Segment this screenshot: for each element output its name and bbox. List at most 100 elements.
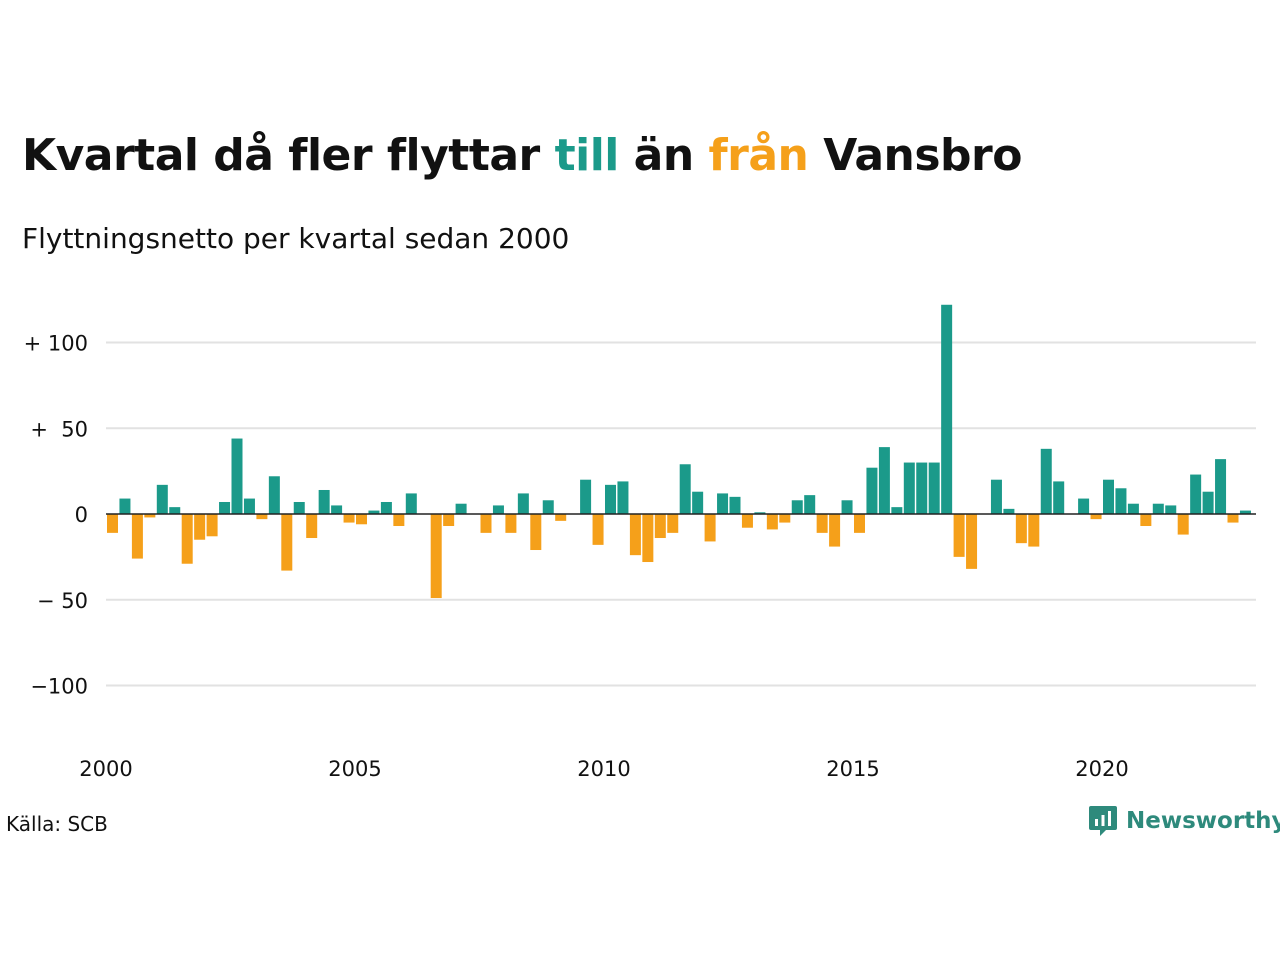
- bar: [829, 514, 841, 547]
- bar: [492, 505, 504, 514]
- bar: [804, 495, 816, 514]
- bar: [841, 500, 853, 514]
- bar: [268, 476, 280, 514]
- source-note: Källa: SCB: [6, 812, 108, 836]
- bar: [119, 498, 131, 514]
- bar: [1202, 491, 1214, 514]
- bar: [878, 447, 890, 514]
- bar: [903, 462, 915, 514]
- brand-name: Newsworthy: [1126, 808, 1280, 834]
- bar: [505, 514, 517, 533]
- bar: [306, 514, 318, 539]
- bar: [667, 514, 679, 533]
- bar: [1127, 503, 1139, 514]
- bar: [1227, 514, 1239, 523]
- bar: [1215, 459, 1227, 514]
- bar: [916, 462, 928, 514]
- bar: [990, 479, 1002, 514]
- bar: [1028, 514, 1040, 547]
- bar: [928, 462, 940, 514]
- bar: [891, 507, 903, 514]
- brand-logo: Newsworthy: [1088, 804, 1280, 838]
- bar: [866, 467, 878, 514]
- x-tick-label: 2010: [577, 757, 630, 781]
- bar: [281, 514, 293, 571]
- bar: [941, 304, 953, 514]
- x-tick-label: 2005: [328, 757, 381, 781]
- bar: [293, 501, 305, 514]
- bar: [443, 514, 455, 527]
- bar: [953, 514, 965, 557]
- x-tick-label: 2000: [79, 757, 132, 781]
- bar: [368, 510, 380, 514]
- bar: [231, 438, 243, 514]
- chart-title: Kvartal då fler flyttar till än från Van…: [22, 130, 1022, 181]
- x-tick-label: 2020: [1075, 757, 1128, 781]
- bar: [729, 496, 741, 514]
- bar: [455, 503, 467, 514]
- bar: [405, 493, 417, 514]
- bar: [704, 514, 716, 542]
- bar: [642, 514, 654, 563]
- bar: [1040, 448, 1052, 514]
- bar: [318, 489, 330, 514]
- title-highlight-fran: från: [708, 130, 809, 181]
- title-highlight-till: till: [554, 130, 620, 181]
- bar: [1152, 503, 1164, 514]
- title-part-2: än: [618, 130, 709, 181]
- bar: [169, 507, 181, 514]
- bar: [156, 484, 168, 514]
- title-part-3: Vansbro: [808, 130, 1022, 181]
- bar: [1239, 510, 1251, 514]
- bar: [380, 501, 392, 514]
- bar: [779, 514, 791, 523]
- y-tick-label: − 50: [37, 589, 88, 613]
- bar: [542, 500, 554, 514]
- bar: [343, 514, 355, 523]
- bar: [1103, 479, 1114, 514]
- bar: [1090, 514, 1102, 520]
- x-tick-label: 2015: [826, 757, 879, 781]
- newsworthy-logo-icon: [1089, 806, 1117, 836]
- bar: [629, 514, 641, 556]
- bar: [1053, 481, 1065, 514]
- axes: + 100 + 50 0 − 50 −100 2000 2005 2010 2015 2020: [24, 332, 1256, 781]
- bar: [654, 514, 666, 539]
- bar: [194, 514, 206, 540]
- bar: [766, 514, 778, 530]
- bars: [107, 304, 1251, 599]
- bar: [754, 512, 766, 514]
- bar: [219, 501, 231, 514]
- bar: [592, 514, 604, 545]
- bar: [430, 514, 442, 599]
- bar: [1190, 474, 1202, 514]
- bar: [679, 464, 691, 514]
- bar: [356, 514, 367, 525]
- gridlines: [106, 341, 1256, 687]
- bar: [530, 514, 542, 551]
- bar: [854, 514, 865, 533]
- bar: [331, 505, 343, 514]
- bar: [480, 514, 492, 533]
- bar: [816, 514, 828, 533]
- bar-chart: + 100 + 50 0 − 50 −100 2000 2005 2010 2015 2020: [24, 304, 1256, 781]
- bar: [1003, 508, 1015, 514]
- y-tick-label: + 100: [24, 332, 88, 356]
- bar: [617, 481, 629, 514]
- bar: [605, 484, 616, 514]
- bar: [717, 493, 729, 514]
- bar: [1015, 514, 1027, 544]
- bar: [1140, 514, 1152, 527]
- bar: [791, 500, 803, 514]
- bar: [131, 514, 143, 559]
- title-part-1: Kvartal då fler flyttar: [22, 130, 555, 181]
- bar: [555, 514, 567, 521]
- y-tick-label: + 50: [30, 417, 88, 441]
- bar: [1177, 514, 1189, 535]
- bar: [393, 514, 405, 527]
- bar: [580, 479, 592, 514]
- chart-subtitle: Flyttningsnetto per kvartal sedan 2000: [22, 222, 570, 255]
- bar: [692, 491, 704, 514]
- bar: [243, 498, 255, 514]
- y-tick-label: −100: [30, 675, 88, 699]
